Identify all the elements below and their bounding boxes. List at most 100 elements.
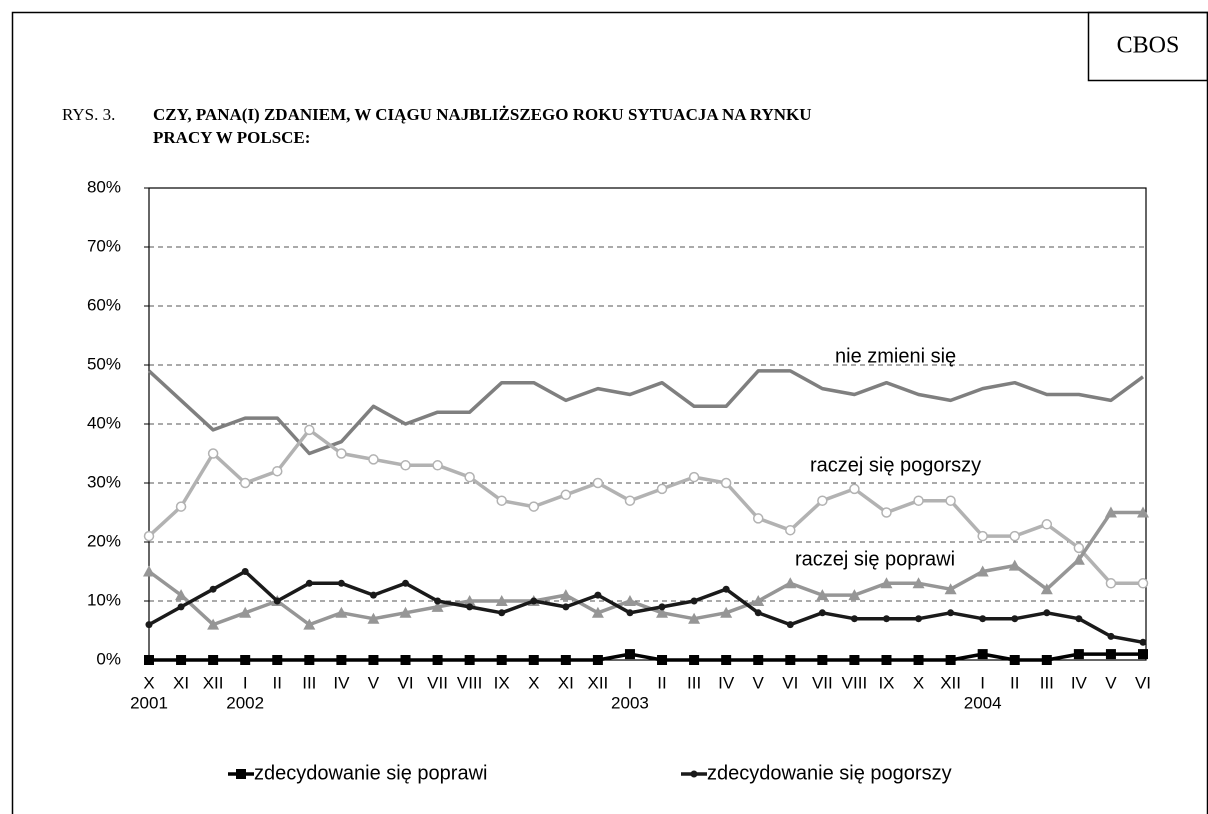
marker	[495, 595, 508, 606]
marker	[624, 649, 635, 660]
series-line	[147, 428, 1143, 586]
marker	[528, 655, 539, 665]
marker	[945, 655, 956, 665]
marker	[817, 655, 828, 665]
marker	[881, 655, 892, 665]
marker	[624, 495, 636, 506]
marker	[562, 603, 570, 611]
marker	[144, 655, 154, 665]
marker	[1072, 553, 1085, 565]
marker	[720, 477, 732, 489]
marker	[592, 655, 603, 665]
marker	[816, 589, 829, 601]
marker	[369, 591, 377, 599]
x-tick-label: I	[628, 673, 633, 692]
marker	[882, 615, 890, 623]
marker	[688, 612, 701, 624]
x-tick-label: I	[980, 673, 985, 692]
title-line: PRACY W POLSCE:	[153, 128, 310, 147]
x-tick-label: V	[753, 673, 765, 692]
marker	[239, 477, 251, 489]
marker	[431, 600, 444, 612]
series-line	[147, 510, 1143, 627]
y-tick-label: 20%	[87, 531, 121, 550]
marker	[1105, 649, 1116, 660]
x-tick-label: X	[913, 673, 924, 692]
marker	[947, 609, 955, 617]
marker	[658, 603, 666, 611]
marker	[303, 618, 316, 630]
marker	[304, 655, 315, 665]
marker	[912, 577, 925, 589]
marker	[915, 615, 923, 623]
marker	[432, 655, 443, 665]
x-tick-label: XI	[173, 673, 189, 692]
marker	[239, 606, 252, 618]
x-tick-label: V	[1105, 673, 1117, 692]
marker	[209, 585, 217, 593]
plot-border	[148, 187, 1147, 661]
marker	[336, 448, 347, 459]
marker	[272, 655, 283, 665]
marker	[722, 585, 730, 593]
marker	[305, 579, 313, 587]
marker	[273, 597, 281, 605]
x-tick-label: II	[273, 673, 282, 692]
x-tick-label: I	[243, 673, 248, 692]
marker	[913, 655, 924, 665]
y-tick-label: 0%	[96, 649, 121, 668]
marker	[1107, 632, 1115, 640]
y-tick-label: 40%	[87, 413, 121, 432]
marker	[559, 589, 572, 601]
x-tick-label: II	[1010, 673, 1019, 692]
marker	[175, 501, 187, 512]
series-line	[149, 652, 1143, 662]
x-tick-label: IX	[878, 673, 894, 692]
x-tick-label: VI	[782, 673, 798, 692]
marker	[400, 655, 411, 665]
marker	[530, 597, 538, 605]
x-tick-label: III	[1040, 673, 1054, 692]
marker	[752, 513, 764, 524]
marker	[463, 595, 476, 606]
marker	[1138, 649, 1148, 660]
marker	[785, 524, 796, 536]
marker	[1073, 649, 1084, 660]
marker	[240, 655, 251, 665]
marker	[464, 655, 475, 665]
marker	[1139, 638, 1147, 646]
marker	[272, 465, 283, 477]
marker	[336, 655, 347, 665]
marker	[657, 655, 668, 665]
x-tick-label: IV	[1071, 673, 1088, 692]
marker	[688, 471, 700, 483]
marker	[626, 609, 634, 617]
marker	[817, 495, 828, 506]
marker	[848, 589, 861, 601]
x-tick-label: XI	[558, 673, 574, 692]
marker	[656, 606, 669, 618]
x-year-label: 2004	[964, 693, 1002, 712]
series-label: raczej się poprawi	[795, 548, 955, 570]
marker	[1105, 578, 1117, 589]
marker	[850, 615, 858, 623]
marker	[1137, 506, 1149, 518]
marker	[496, 655, 507, 665]
marker	[560, 489, 572, 501]
y-tick-label: 70%	[87, 236, 121, 255]
marker	[720, 606, 733, 618]
marker	[464, 471, 475, 483]
marker	[368, 454, 379, 465]
x-tick-label: VIII	[842, 673, 868, 692]
marker	[1104, 506, 1117, 518]
marker	[241, 568, 249, 575]
marker	[304, 424, 315, 436]
x-tick-label: VIII	[457, 673, 483, 692]
y-tick-label: 30%	[87, 472, 121, 491]
marker	[818, 609, 826, 617]
marker	[849, 483, 860, 495]
marker	[335, 606, 348, 618]
x-tick-label: VII	[812, 673, 833, 692]
marker	[591, 606, 604, 618]
